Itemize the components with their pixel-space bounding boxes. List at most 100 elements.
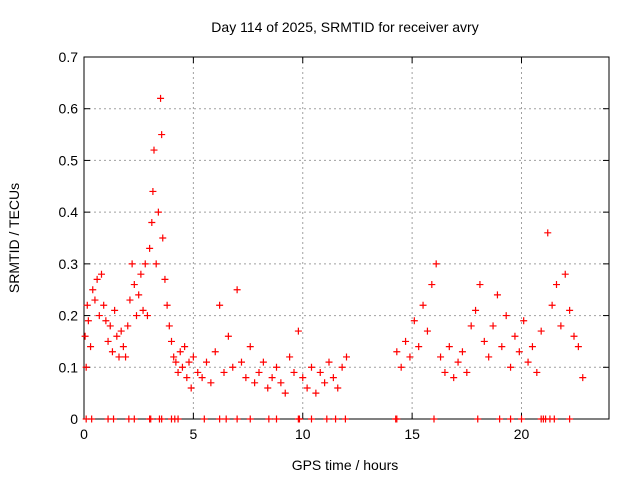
data-point — [561, 270, 569, 278]
data-point — [126, 296, 134, 304]
data-point — [393, 348, 401, 356]
baseline-point — [332, 415, 340, 423]
baseline-point — [174, 415, 182, 423]
baseline-point — [566, 415, 574, 423]
axis-ticks: 0 0.1 0.2 0.3 0.4 0.5 0.6 0.7 0 5 10 15 20 — [59, 49, 609, 442]
data-point — [268, 374, 276, 382]
data-point — [115, 353, 123, 361]
data-point — [502, 312, 510, 320]
data-point — [454, 358, 462, 366]
baseline-point — [130, 415, 138, 423]
data-point — [154, 208, 162, 216]
y-tick-label: 0 — [70, 411, 78, 427]
baseline-point — [496, 415, 504, 423]
data-point — [108, 348, 116, 356]
data-point — [157, 94, 165, 102]
data-point — [294, 327, 302, 335]
data-point — [574, 343, 582, 351]
data-point — [152, 260, 160, 268]
data-point — [220, 368, 228, 376]
data-point — [476, 281, 484, 289]
data-point — [463, 368, 471, 376]
y-tick-label: 0.2 — [59, 308, 79, 324]
data-point — [441, 368, 449, 376]
data-point — [98, 270, 105, 278]
data-point — [181, 343, 189, 351]
data-point — [87, 343, 95, 351]
data-points — [81, 94, 587, 397]
baseline-point — [474, 415, 482, 423]
data-point — [122, 353, 130, 361]
data-point — [507, 363, 515, 371]
data-point — [343, 353, 350, 361]
data-point — [113, 332, 121, 340]
data-point — [194, 368, 202, 376]
data-point — [137, 270, 145, 278]
data-point — [437, 353, 445, 361]
data-point — [146, 244, 154, 252]
y-tick-label: 0.6 — [59, 101, 79, 117]
data-point — [170, 353, 178, 361]
data-point — [130, 281, 138, 289]
baseline-point — [265, 415, 273, 423]
data-point — [187, 384, 195, 392]
data-point — [528, 343, 536, 351]
data-point — [111, 306, 119, 314]
data-point — [544, 229, 552, 237]
data-point — [321, 379, 329, 387]
data-point — [102, 317, 110, 325]
data-point — [419, 301, 427, 309]
data-point — [515, 348, 523, 356]
baseline-point — [200, 415, 208, 423]
data-point — [238, 358, 245, 366]
data-point — [216, 301, 224, 309]
data-point — [489, 322, 497, 330]
baseline-point — [393, 415, 401, 423]
data-point — [185, 358, 193, 366]
baseline-point — [323, 415, 331, 423]
data-point — [178, 363, 186, 371]
data-point — [149, 187, 157, 195]
data-point — [93, 275, 101, 283]
data-point — [402, 337, 410, 345]
data-point — [397, 363, 405, 371]
data-point — [467, 322, 475, 330]
data-point — [229, 363, 237, 371]
data-point — [119, 343, 127, 351]
baseline-point — [233, 415, 241, 423]
data-point — [406, 353, 414, 361]
data-point — [150, 146, 158, 154]
data-point — [176, 348, 184, 356]
baseline-point — [147, 415, 155, 423]
data-point — [224, 332, 232, 340]
data-point — [84, 317, 92, 325]
data-point — [259, 358, 267, 366]
data-point — [207, 379, 215, 387]
y-tick-label: 0.1 — [59, 359, 79, 375]
data-point — [312, 389, 320, 397]
data-point — [139, 306, 147, 314]
data-point — [172, 358, 180, 366]
data-point — [135, 291, 143, 299]
x-tick-label: 0 — [80, 426, 88, 442]
data-point — [498, 343, 506, 351]
data-point — [233, 286, 241, 294]
x-tick-label: 10 — [295, 426, 311, 442]
data-point — [524, 358, 532, 366]
baseline-point — [430, 415, 438, 423]
data-point — [432, 260, 440, 268]
y-tick-label: 0.7 — [59, 49, 79, 65]
data-point — [579, 374, 587, 382]
data-point — [161, 275, 169, 283]
data-point — [423, 327, 431, 335]
data-point — [281, 389, 289, 397]
data-point — [286, 353, 294, 361]
x-tick-label: 20 — [514, 426, 530, 442]
data-point — [570, 332, 578, 340]
baseline-point — [273, 415, 280, 423]
data-point — [553, 281, 560, 289]
baseline-point — [110, 415, 118, 423]
x-tick-label: 5 — [189, 426, 197, 442]
data-point — [264, 384, 272, 392]
